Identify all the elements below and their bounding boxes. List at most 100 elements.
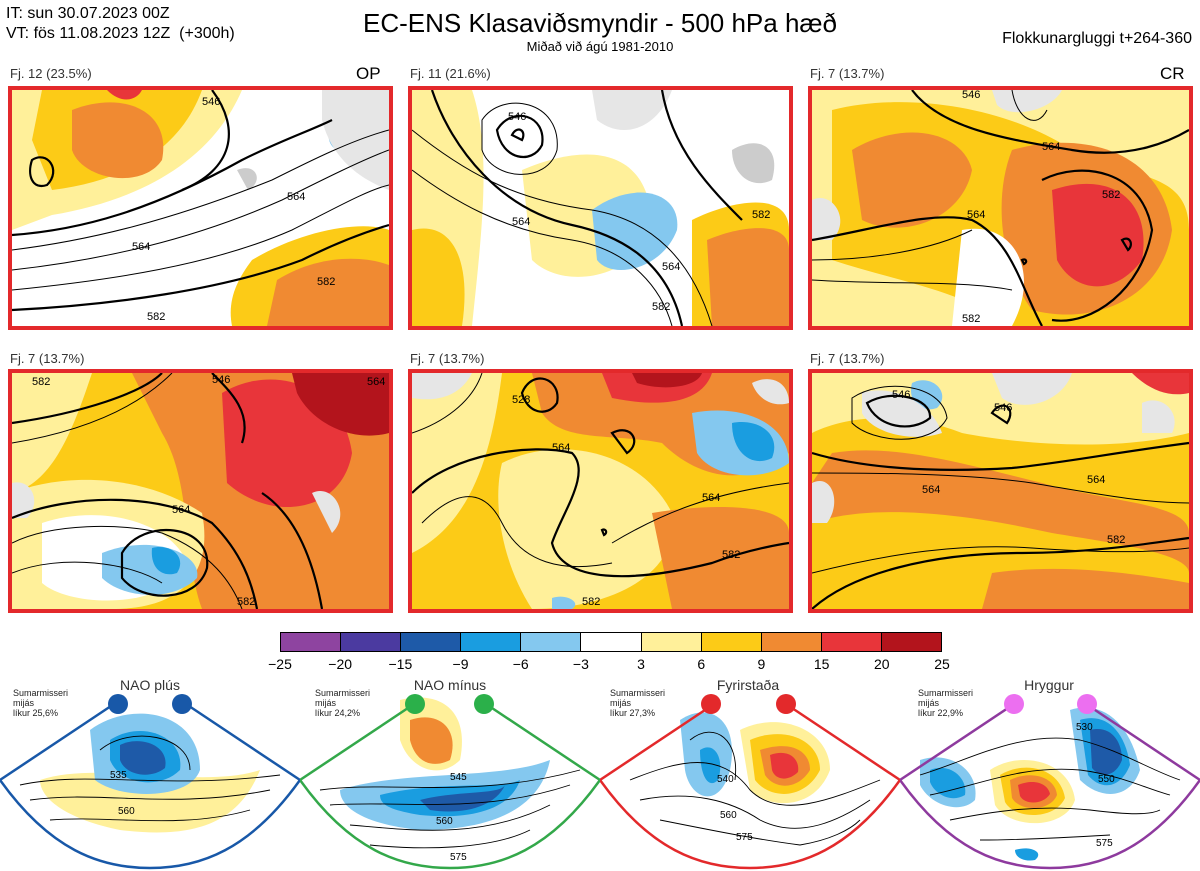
panel-6-contour-546: 546 (892, 389, 910, 401)
panel-3-contour-582b: 582 (962, 313, 980, 325)
panel-6-contour-564b: 564 (1087, 474, 1105, 486)
panel-6-label: Fj. 7 (13.7%) (810, 351, 885, 366)
colorbar-swatch (640, 633, 701, 651)
panel-2-contour-582: 582 (652, 301, 670, 313)
cluster-map-3[interactable]: 546 564 582 564 582 (808, 86, 1193, 330)
regime-2-frame (300, 698, 600, 870)
colorbar-tick-label: 20 (874, 656, 890, 672)
panel-1-tag: OP (356, 64, 381, 83)
colorbar-swatch (460, 633, 521, 651)
regime-4-dot-right (1077, 694, 1097, 714)
regime-3-dot-left (701, 694, 721, 714)
header-times: IT: sun 30.07.2023 00Z VT: fös 11.08.2023… (6, 4, 235, 44)
panel-2-contour-564b: 564 (662, 261, 680, 273)
regime-2-dot-right (474, 694, 494, 714)
regime-1-map[interactable]: 535 560 (0, 690, 300, 871)
regime-1-name: NAO plús (120, 677, 180, 693)
page-title: EC-ENS Klasaviðsmyndir - 500 hPa hæð (363, 8, 837, 38)
regime-3-metric: mijás (610, 698, 632, 708)
regime-4-likelihood: líkur 22,9% (918, 708, 964, 718)
regime-3-frame (600, 698, 900, 870)
regime-2-season: Sumarmisseri (315, 688, 371, 698)
regime-2-contour-a: 545 (450, 772, 467, 783)
panel-2-label: Fj. 11 (21.6%) (410, 66, 491, 81)
colorbar-tick-label: 3 (637, 656, 645, 672)
regime-4-contour-a: 530 (1076, 722, 1093, 733)
panel-1-contour-564: 564 (287, 191, 305, 203)
colorbar-tick-label: 9 (757, 656, 766, 672)
regime-2-map[interactable]: 545 560 575 (300, 690, 600, 871)
cluster-map-4[interactable]: 564 582 546 564 582 (8, 369, 393, 613)
cluster-map-6[interactable]: 546 546 564 582 564 (808, 369, 1193, 613)
regime-2-metric: mijás (315, 698, 337, 708)
regime-1-contour-b: 560 (118, 806, 135, 817)
panel-4-contour-546: 546 (212, 374, 230, 386)
panel-1-label: Fj. 12 (23.5%) (10, 66, 92, 81)
regime-2-contour-b: 560 (436, 816, 453, 827)
colorbar-swatch (760, 633, 821, 651)
panel-6-contour-546b: 546 (994, 402, 1012, 414)
panel-2-contour-582b: 582 (752, 209, 770, 221)
regime-3-dot-right (776, 694, 796, 714)
regime-4-info: Sumarmisseri mijás líkur 22,9% (918, 688, 973, 718)
regime-3-likelihood: líkur 27,3% (610, 708, 656, 718)
page-subtitle: Miðað við ágú 1981-2010 (526, 39, 674, 54)
regime-1-frame (0, 698, 300, 870)
regime-4-map[interactable]: 530 550 575 (900, 690, 1200, 871)
panel-4-contour-582b: 582 (32, 376, 50, 388)
regime-4-contour-c: 575 (1096, 838, 1113, 849)
valid-time: VT: fös 11.08.2023 12Z (+300h) (6, 25, 235, 42)
colorbar-swatch (820, 633, 881, 651)
colorbar-swatch (281, 633, 341, 651)
panel-2-contour-546: 546 (508, 111, 526, 123)
panel-4-contour-564: 564 (172, 504, 190, 516)
panel-5-label: Fj. 7 (13.7%) (410, 351, 485, 366)
colorbar-tick-label: −9 (452, 656, 469, 672)
panel-4-contour-564b: 564 (367, 376, 385, 388)
regime-4-dot-left (1004, 694, 1024, 714)
colorbar-swatch (580, 633, 641, 651)
panel-3-contour-582: 582 (1102, 189, 1120, 201)
regime-3-season: Sumarmisseri (610, 688, 666, 698)
colorbar-swatch (700, 633, 761, 651)
regime-3-contour-a: 540 (717, 774, 734, 785)
colorbar-tick-label: −20 (328, 656, 353, 672)
colorbar-tick-label: −6 (512, 656, 529, 672)
regime-3-info: Sumarmisseri mijás líkur 27,3% (610, 688, 665, 718)
colorbar-tick-label: 15 (813, 656, 830, 672)
colorbar-swatch (880, 633, 942, 651)
panel-3-contour-546: 546 (962, 90, 980, 101)
regime-3-contour-c: 575 (736, 832, 753, 843)
panel-1-contour-582: 582 (147, 311, 165, 323)
regime-2-contour-c: 575 (450, 852, 467, 863)
panel-5-contour-582b: 582 (582, 596, 600, 608)
panel-4-label: Fj. 7 (13.7%) (10, 351, 85, 366)
regime-4-name: Hryggur (1024, 677, 1074, 693)
cluster-map-2[interactable]: 546 564 582 564 582 (408, 86, 793, 330)
regime-3-name: Fyrirstaða (716, 677, 780, 693)
colorbar (280, 632, 942, 652)
regime-1-likelihood: líkur 25,6% (13, 708, 59, 718)
panel-3-contour-564: 564 (1042, 141, 1060, 153)
regime-2-name: NAO mínus (413, 677, 487, 693)
cluster-map-1[interactable]: 582 564 546 582 564 (8, 86, 393, 330)
colorbar-swatch (520, 633, 581, 651)
regime-1-contour-a: 535 (110, 770, 127, 781)
regime-3-map[interactable]: 540 560 575 (600, 690, 900, 871)
panel-1-contour-582b: 582 (317, 276, 335, 288)
regime-2-info: Sumarmisseri mijás líkur 24,2% (315, 688, 370, 718)
colorbar-tick-label: 6 (697, 656, 706, 672)
regime-1-season: Sumarmisseri (13, 688, 69, 698)
cluster-map-5[interactable]: 528 564 564 582 582 (408, 369, 793, 613)
panel-1-contour-564b: 564 (132, 241, 150, 253)
panel-5-contour-564b: 564 (702, 492, 720, 504)
colorbar-tick-label: 25 (934, 656, 950, 672)
panel-3-tag: CR (1160, 64, 1185, 83)
regime-2-likelihood: líkur 24,2% (315, 708, 361, 718)
init-time: IT: sun 30.07.2023 00Z (6, 5, 170, 22)
colorbar-swatch (340, 633, 401, 651)
panel-5-contour-564: 564 (552, 442, 570, 454)
colorbar-tick-label: −3 (572, 656, 589, 672)
regime-1-dot-left (108, 694, 128, 714)
panel-3-contour-564b: 564 (967, 209, 985, 221)
